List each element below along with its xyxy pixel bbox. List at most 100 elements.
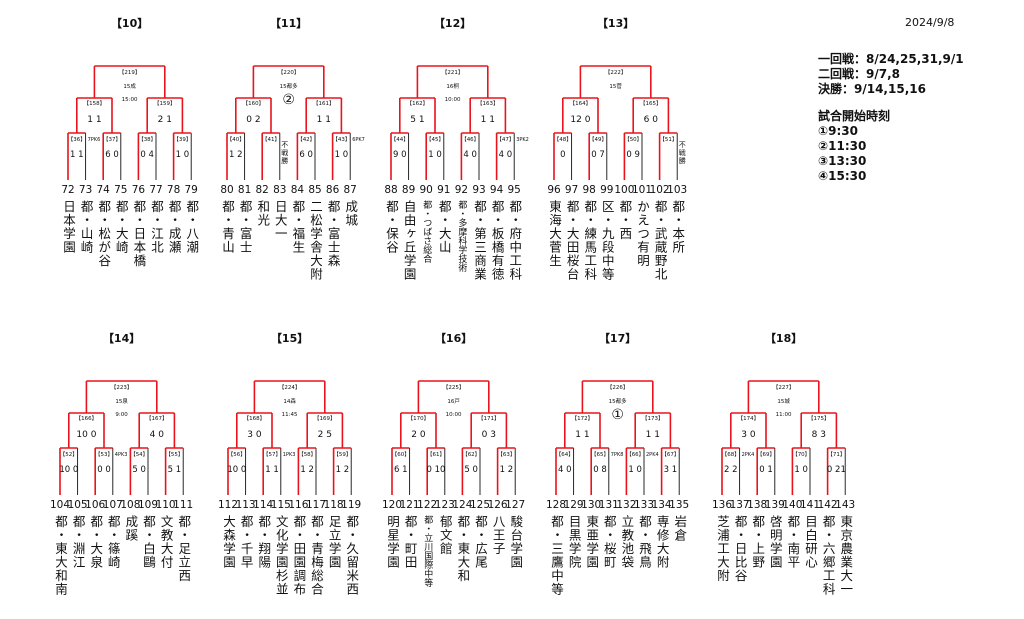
team-name: 目黒学院 xyxy=(566,515,582,569)
match-score: 0 1 xyxy=(759,465,773,475)
team-name: 駿台学園 xyxy=(508,515,524,569)
team-number: 125 xyxy=(470,499,490,511)
team-number: 135 xyxy=(669,499,689,511)
team-number: 108 xyxy=(120,499,140,511)
team-number: 101 xyxy=(632,184,652,196)
match-note: 7PK6 xyxy=(88,137,101,143)
match-score: 8 3 xyxy=(812,430,826,440)
match-id: 【174】 xyxy=(738,415,760,422)
team-name: 都・本所 xyxy=(670,200,686,254)
match-venue: 15泉 xyxy=(115,397,128,405)
team-number: 98 xyxy=(583,184,596,196)
team-name: 大森学園 xyxy=(221,515,236,569)
team-number: 90 xyxy=(420,184,433,196)
team-name: 都・立川国際中等 xyxy=(422,515,433,587)
team-number: 93 xyxy=(472,184,485,196)
team-number: 100 xyxy=(614,184,634,196)
match-score: 2 0 xyxy=(411,430,426,440)
team-number: 137 xyxy=(730,499,750,511)
team-name: 専修大附 xyxy=(654,515,670,569)
match-score: 6 0 xyxy=(299,150,313,160)
team-name: 明星学園 xyxy=(385,515,400,569)
match-venue: 16戸 xyxy=(447,398,460,405)
team-name: 啓明学園 xyxy=(767,515,783,569)
team-name: 都・足立西 xyxy=(176,515,192,583)
team-number: 138 xyxy=(747,499,767,511)
team-name: 八王子 xyxy=(490,515,506,556)
team-name: 都・篠崎 xyxy=(105,515,121,569)
match-score: 1 1 xyxy=(317,115,331,125)
team-number: 141 xyxy=(800,499,820,511)
team-name: 都・桜町 xyxy=(601,515,617,569)
team-name: 都・府中工科 xyxy=(507,200,523,281)
match-id: 【170】 xyxy=(408,415,430,422)
match-score: 3 0 xyxy=(741,430,756,440)
team-name: 文教大付 xyxy=(158,515,174,569)
team-number: 121 xyxy=(400,499,420,511)
match-id: 【159】 xyxy=(154,100,176,107)
team-number: 112 xyxy=(218,499,238,511)
match-id: 【44】 xyxy=(391,136,409,143)
match-id: 【41】 xyxy=(262,136,280,143)
team-number: 109 xyxy=(138,499,158,511)
match-id: 【222】 xyxy=(605,69,627,76)
match-id: 【161】 xyxy=(313,100,335,107)
match-id: 【71】 xyxy=(827,451,845,458)
match-score: 勝 xyxy=(281,156,288,165)
team-name: 都・大崎 xyxy=(113,200,129,254)
team-name: 都・青梅総合 xyxy=(309,515,324,596)
team-number: 86 xyxy=(326,184,340,196)
team-number: 94 xyxy=(490,184,504,196)
match-score: 9 0 xyxy=(393,150,407,160)
match-time: 9:00 xyxy=(115,412,128,418)
match-score: 1 0 xyxy=(628,465,642,475)
match-score: 1 1 xyxy=(87,115,101,125)
match-score: 0 xyxy=(560,150,565,160)
match-score: 1 2 xyxy=(300,465,314,475)
team-number: 73 xyxy=(79,184,92,196)
team-number: 103 xyxy=(667,184,687,196)
team-name: 都・富士森 xyxy=(325,200,341,268)
match-score: 1 1 xyxy=(481,115,495,125)
match-id: 【57】 xyxy=(263,451,281,458)
match-id: 【62】 xyxy=(462,451,480,458)
match-id: 【45】 xyxy=(426,136,444,143)
group-label: 【16】 xyxy=(435,332,472,345)
team-name: 都・久留米西 xyxy=(344,515,360,596)
team-name: 都・江北 xyxy=(149,200,164,254)
team-name: 都・三鷹中等 xyxy=(549,515,564,596)
team-name: 都・東大和 xyxy=(455,515,471,583)
match-note: 2PK4 xyxy=(646,452,659,458)
start-time-4: ④15:30 xyxy=(818,169,867,183)
time-slot-mark: ① xyxy=(611,407,624,423)
team-number: 75 xyxy=(114,184,127,196)
team-number: 81 xyxy=(238,184,251,196)
team-number: 111 xyxy=(173,499,193,511)
match-score: 6 0 xyxy=(644,115,659,125)
match-time: 10:00 xyxy=(445,97,461,103)
match-score: 0 9 xyxy=(626,150,640,160)
team-name: 成蹊 xyxy=(123,515,139,542)
match-id: 【52】 xyxy=(60,451,78,458)
match-time: 11:00 xyxy=(776,412,792,418)
team-name: 都・大田桜台 xyxy=(564,200,580,281)
match-score: 10 0 xyxy=(227,465,246,475)
match-id: 【226】 xyxy=(607,384,629,391)
team-name: 足立学園 xyxy=(326,515,342,569)
match-score: 4 0 xyxy=(150,430,165,440)
match-id: 【55】 xyxy=(165,451,183,458)
match-id: 【225】 xyxy=(443,384,465,391)
team-number: 128 xyxy=(546,499,566,511)
match-note: 6PK7 xyxy=(352,137,365,143)
team-number: 87 xyxy=(344,184,357,196)
team-number: 139 xyxy=(765,499,785,511)
team-number: 113 xyxy=(236,499,256,511)
match-score: 不 xyxy=(281,141,288,149)
team-name: 東海大菅生 xyxy=(547,200,562,268)
team-name: 都・第三商業 xyxy=(472,200,487,281)
team-number: 107 xyxy=(103,499,123,511)
match-id: 【223】 xyxy=(111,384,133,391)
match-venue: 16桐 xyxy=(446,82,459,90)
match-id: 【158】 xyxy=(84,100,106,107)
team-number: 122 xyxy=(417,499,437,511)
